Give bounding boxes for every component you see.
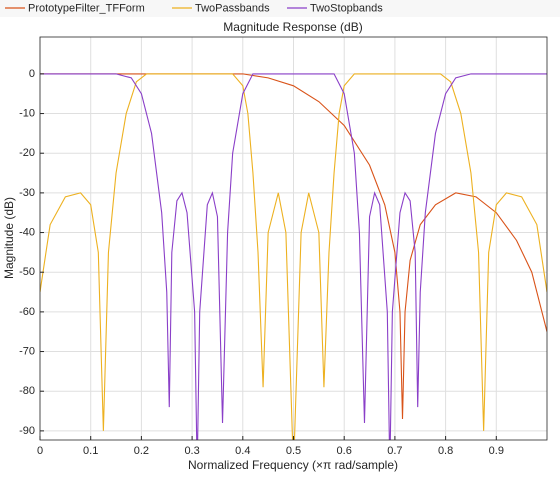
x-tick-label: 0.5 — [286, 445, 301, 457]
y-tick-label: -40 — [19, 226, 35, 238]
chart-title: Magnitude Response (dB) — [223, 20, 362, 34]
x-tick-label: 0.3 — [184, 445, 199, 457]
y-tick-label: -10 — [19, 107, 35, 119]
legend: PrototypeFilter_TFForm TwoPassbands TwoSto… — [5, 2, 383, 14]
y-tick-label: -60 — [19, 306, 35, 318]
y-tick-label: -30 — [19, 187, 35, 199]
x-tick-label: 0.8 — [438, 445, 453, 457]
x-tick-label: 0.6 — [337, 445, 352, 457]
lines — [40, 73, 547, 440]
legend-label: TwoPassbands — [195, 2, 270, 14]
series-line — [40, 73, 547, 419]
x-tick-label: 0 — [37, 445, 43, 457]
y-tick-label: -20 — [19, 147, 35, 159]
x-tick-label: 0.2 — [134, 445, 149, 457]
ticks: 0-10-20-30-40-50-60-70-80-900 0.1 0.2 0.3 0.… — [19, 68, 504, 457]
y-axis-label: Magnitude (dB) — [2, 197, 16, 279]
legend-bar — [0, 0, 560, 17]
x-tick-label: 0.1 — [83, 445, 98, 457]
legend-label: TwoStopbands — [310, 2, 383, 14]
y-tick-label: -90 — [19, 425, 35, 437]
series-line — [40, 73, 547, 440]
x-tick-label: 0.9 — [489, 445, 504, 457]
y-tick-label: -50 — [19, 266, 35, 278]
y-tick-label: -70 — [19, 345, 35, 357]
y-tick-label: 0 — [29, 68, 35, 80]
y-tick-label: -80 — [19, 385, 35, 397]
series-line — [40, 73, 547, 440]
x-tick-label: 0.7 — [387, 445, 402, 457]
x-tick-label: 0.4 — [235, 445, 250, 457]
x-axis-label: Normalized Frequency (×π rad/sample) — [188, 458, 398, 472]
legend-label: PrototypeFilter_TFForm — [28, 2, 145, 14]
